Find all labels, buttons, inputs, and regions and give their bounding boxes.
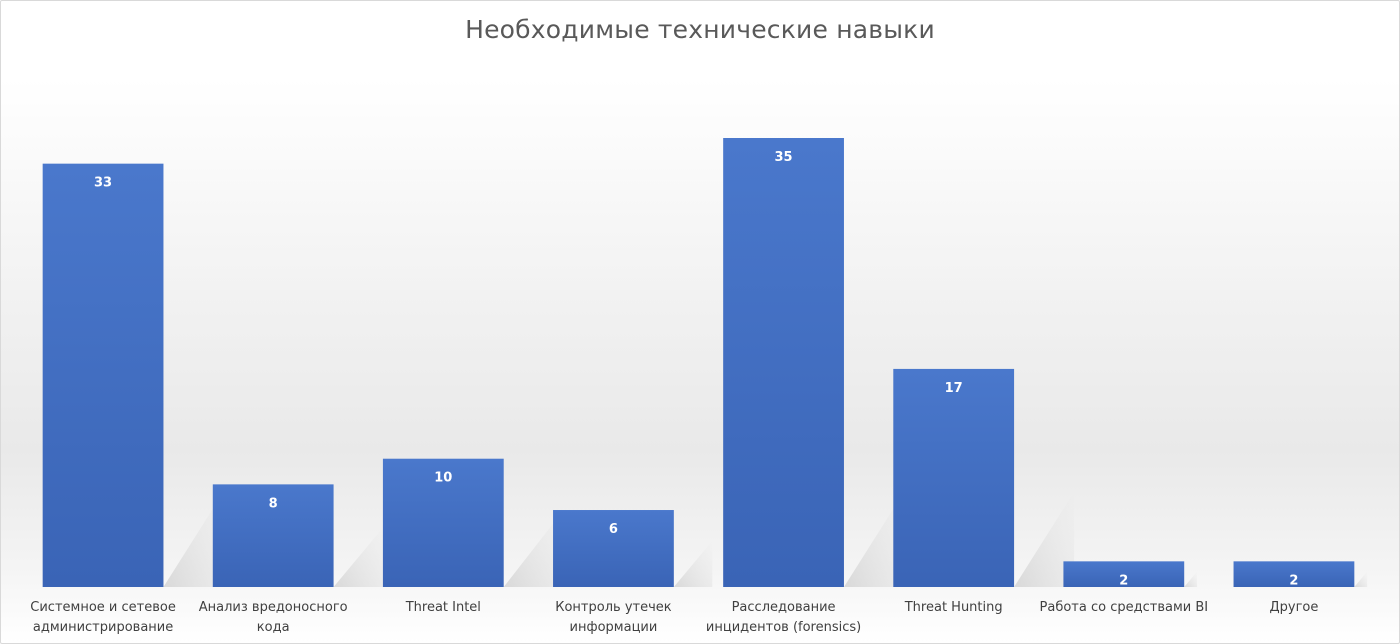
bar-shadow — [1354, 571, 1368, 587]
bar-shadow — [333, 525, 385, 587]
category-label: Системное и сетевое администрирование — [30, 600, 176, 635]
bar-shadow — [503, 510, 564, 587]
bar — [1233, 561, 1355, 587]
data-label: 33 — [94, 176, 112, 191]
bar — [553, 510, 674, 587]
data-label: 2 — [1119, 573, 1128, 588]
bar-shadow — [163, 492, 224, 587]
bar — [723, 138, 844, 587]
data-label: 35 — [775, 150, 793, 165]
category-label: Threat Intel — [405, 600, 481, 615]
bar-shadow — [1184, 571, 1198, 587]
bar — [382, 458, 504, 587]
bar-shadow — [843, 492, 904, 587]
bar-shadow — [1014, 492, 1075, 587]
data-label: 6 — [609, 522, 618, 537]
data-label: 10 — [434, 471, 452, 486]
bar — [1063, 561, 1185, 587]
category-label: Расследование инцидентов (forensics) — [706, 600, 861, 635]
category-label: Threat Hunting — [904, 600, 1003, 615]
data-label: 17 — [945, 381, 963, 396]
category-label: Анализ вредоносного кода — [199, 600, 348, 635]
bar — [893, 368, 1015, 587]
data-label: 8 — [269, 496, 278, 511]
category-label: Работа со средствами BI — [1040, 600, 1209, 615]
category-label: Контроль утечек информации — [555, 600, 672, 635]
category-label: Другое — [1269, 600, 1318, 615]
chart-title: Необходимые технические навыки — [465, 15, 935, 44]
bar — [212, 484, 334, 587]
bar-shadow — [673, 540, 713, 587]
data-label: 2 — [1289, 573, 1298, 588]
bar — [42, 163, 164, 587]
